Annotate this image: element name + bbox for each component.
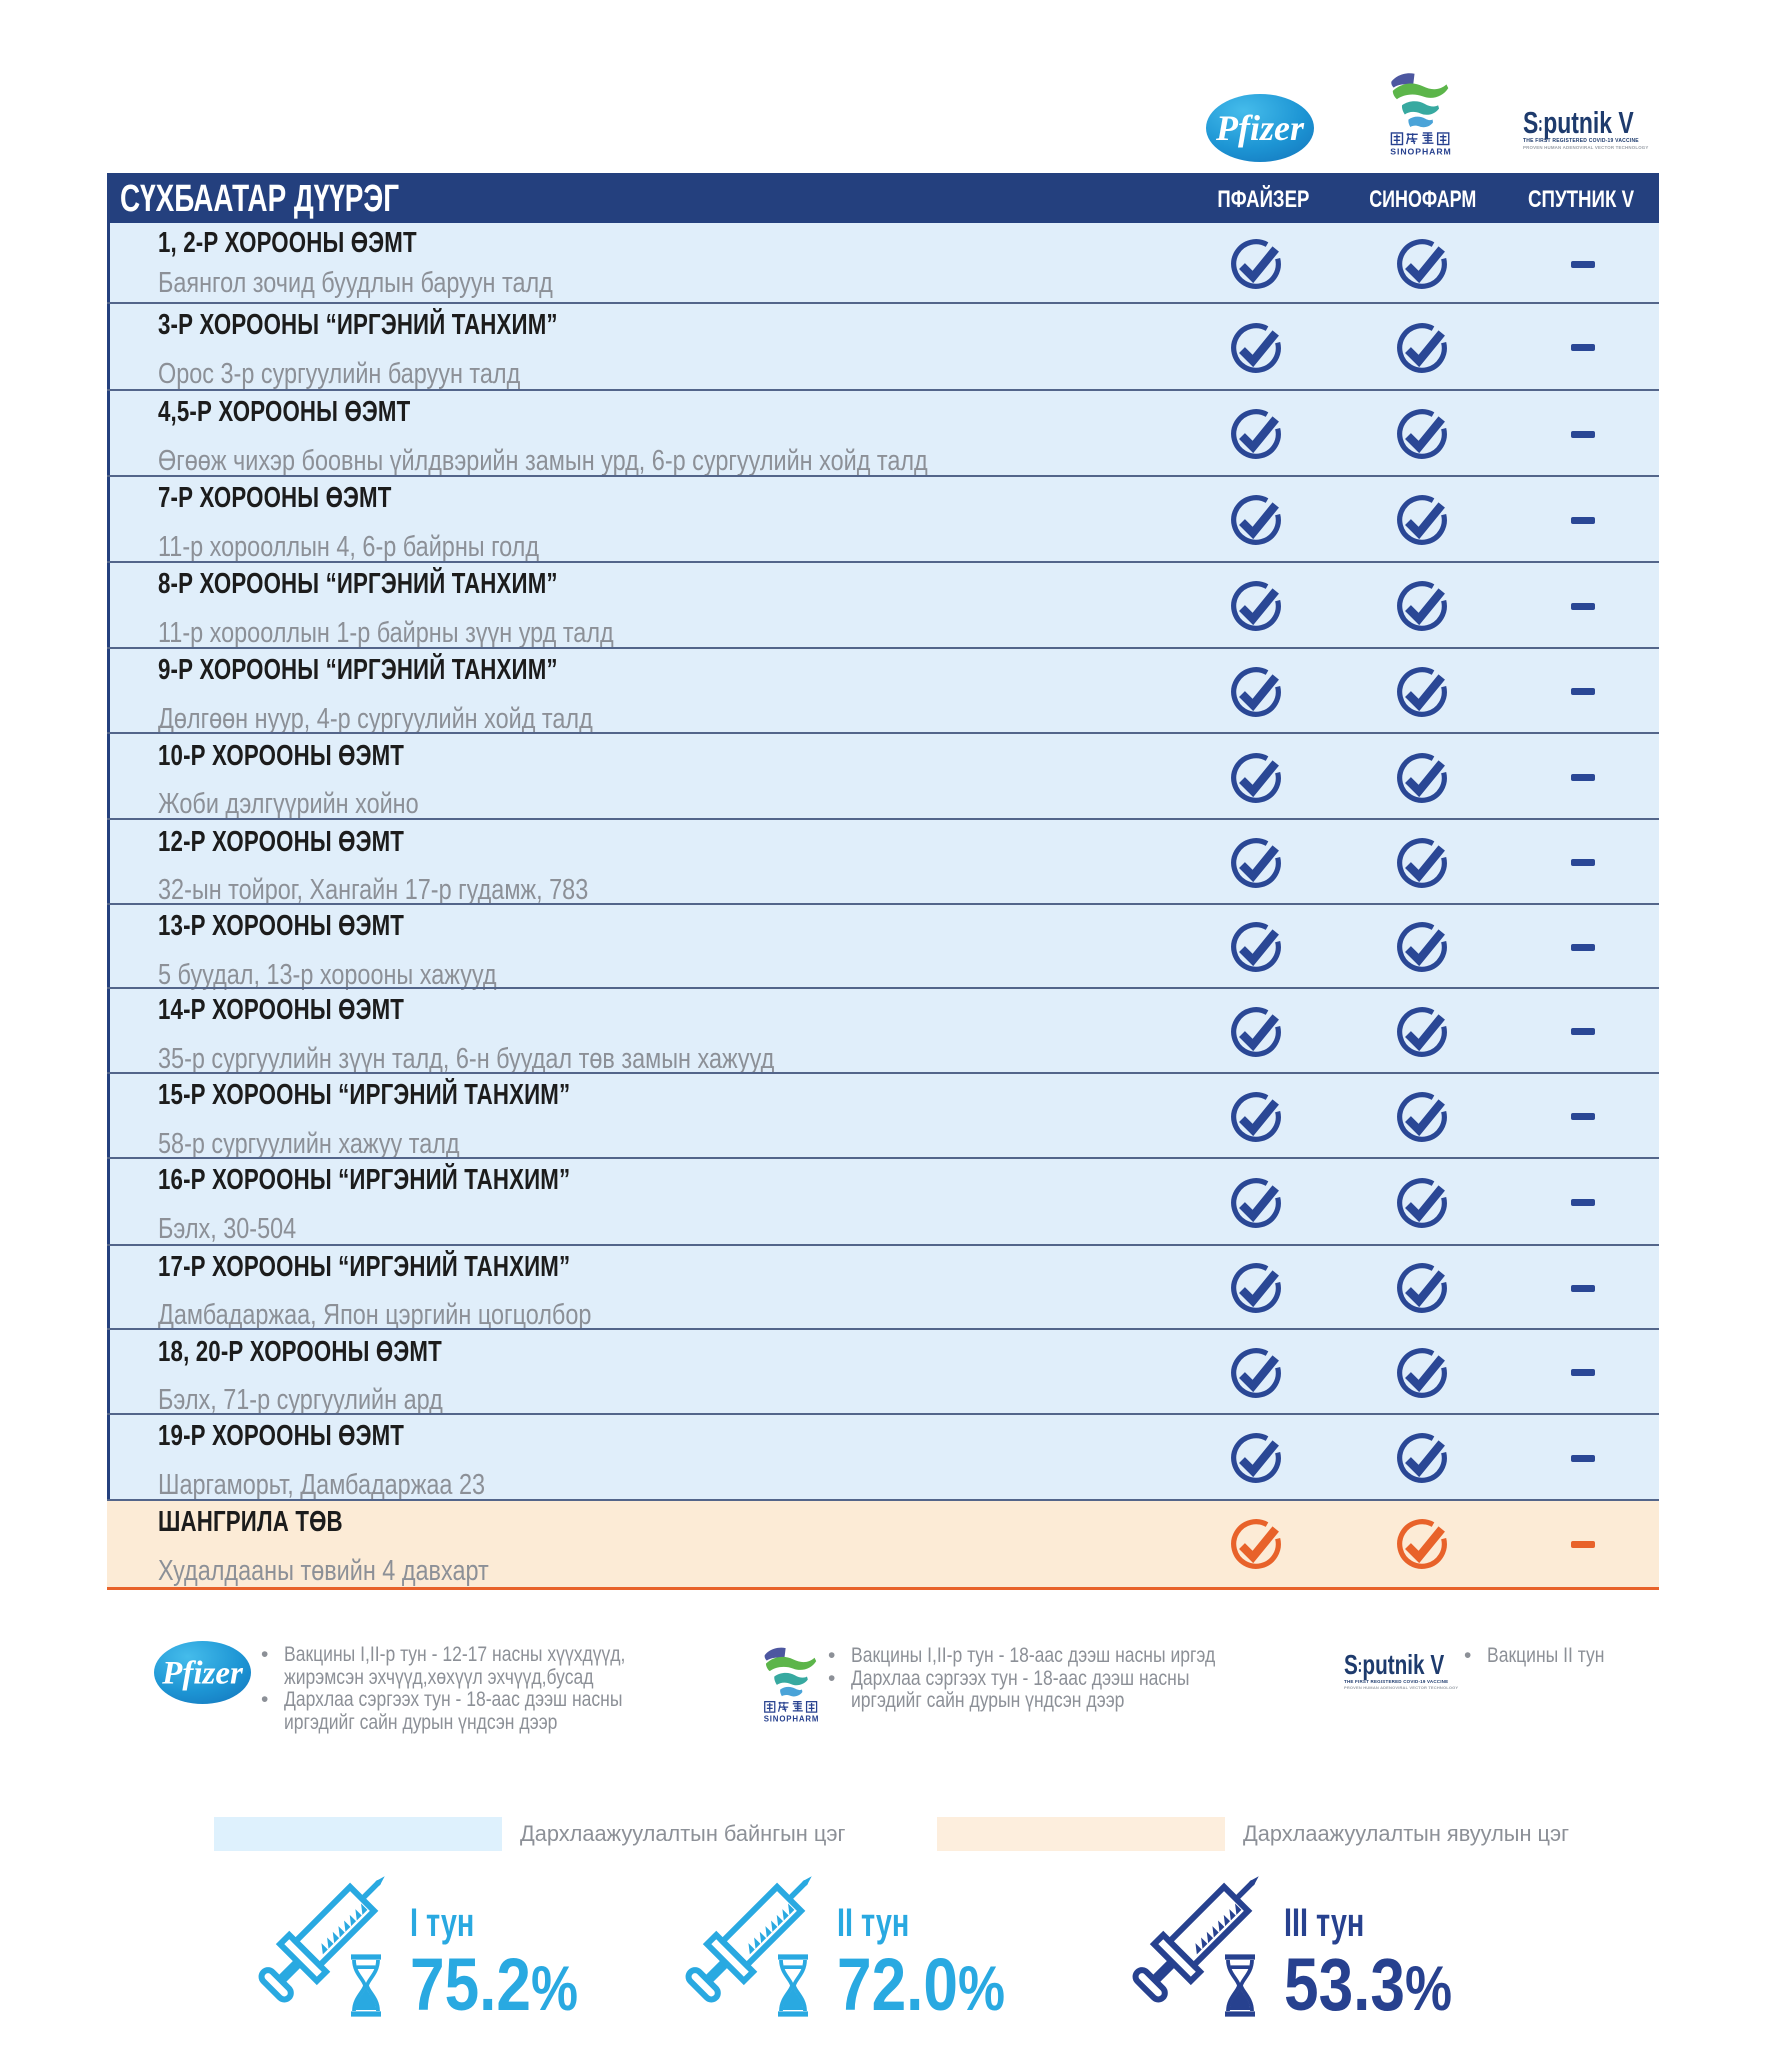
svg-text:Pfizer: Pfizer — [161, 1655, 244, 1691]
svg-text:SINOPHARM: SINOPHARM — [1390, 147, 1451, 157]
svg-text:Pfizer: Pfizer — [1215, 108, 1305, 148]
svg-text:SINOPHARM: SINOPHARM — [764, 1714, 820, 1723]
